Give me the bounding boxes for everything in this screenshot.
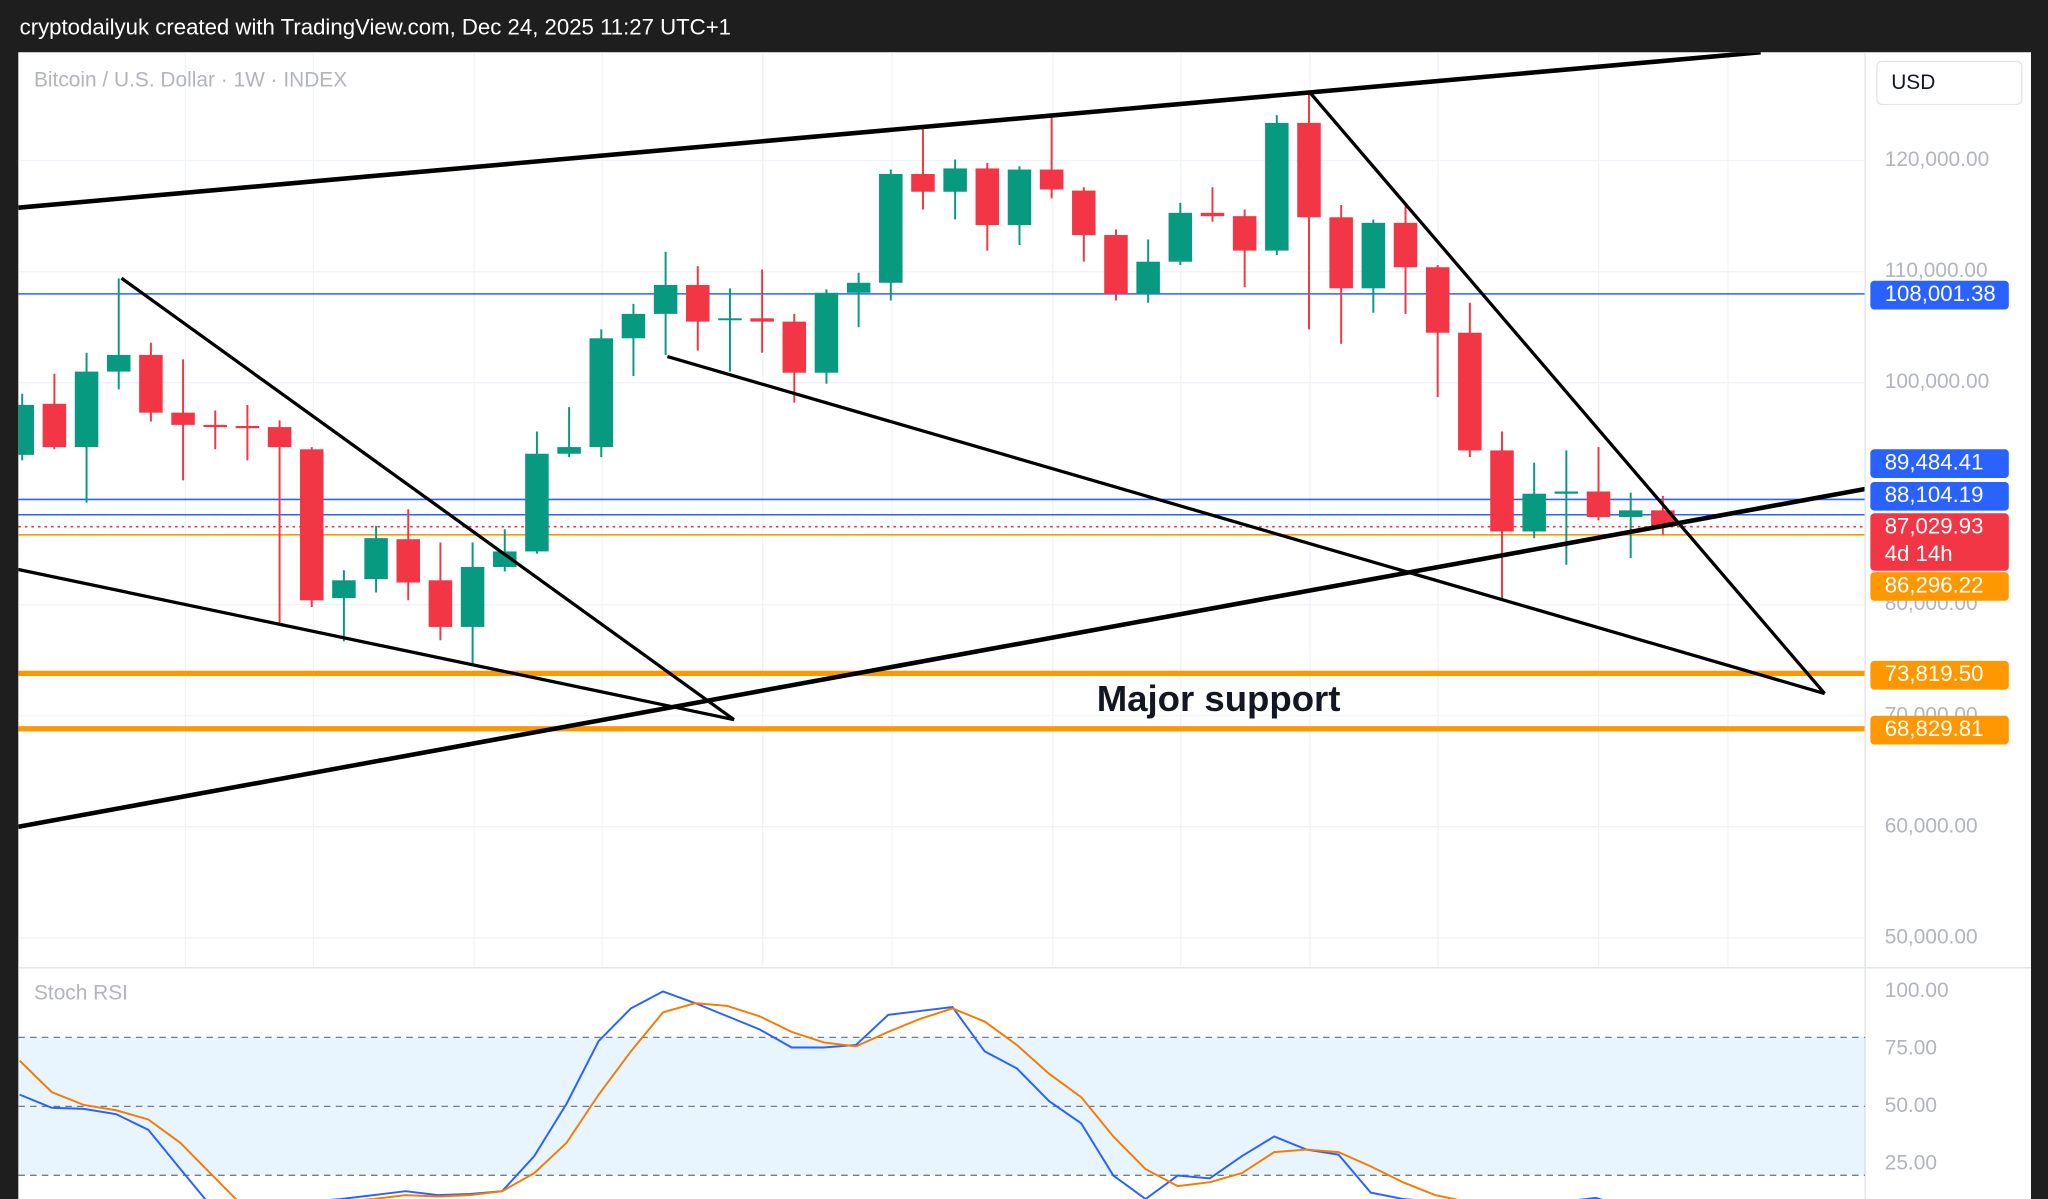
- candle-body: [1265, 122, 1289, 251]
- indicator-title: Stoch RSI: [34, 981, 128, 1004]
- y-tick-label: 110,000.00: [1885, 259, 1988, 282]
- trend-line: [18, 486, 1866, 830]
- y-tick-label: 100,000.00: [1885, 370, 1989, 393]
- candle-body: [1297, 122, 1321, 218]
- indicator-tick-label: 50.00: [1885, 1094, 1937, 1117]
- price-tag: [1870, 572, 2009, 601]
- chart-area: [18, 52, 2032, 1199]
- indicator-line: [19, 990, 1603, 1199]
- indicator-plot: [18, 990, 1866, 1199]
- price-axis: 120,000.00110,000.00100,000.0080,000.007…: [1870, 148, 2009, 1174]
- price-tag: [1870, 660, 2009, 690]
- price-tag: [1870, 481, 2009, 511]
- candle-body: [686, 284, 710, 322]
- candle-body: [525, 453, 549, 552]
- candle-body: [846, 282, 871, 293]
- grid: [18, 52, 1866, 967]
- candle-body: [267, 427, 292, 448]
- candle-body: [750, 318, 774, 322]
- price-tag-label: 87,029.93: [1885, 514, 1984, 539]
- candle-body: [1232, 216, 1257, 251]
- indicator-tick-label: 100.00: [1885, 979, 1949, 1002]
- trend-line: [18, 52, 1761, 210]
- candle-body: [1007, 169, 1032, 226]
- candle-body: [493, 551, 517, 567]
- candle-body: [1329, 217, 1353, 289]
- trend-line: [666, 354, 1826, 696]
- price-lines: [18, 293, 1866, 732]
- symbol-title: Bitcoin / U.S. Dollar · 1W · INDEX: [34, 68, 347, 91]
- candle-body: [428, 580, 453, 627]
- candle-body: [1136, 261, 1160, 294]
- candles: [18, 92, 1675, 664]
- candle-body: [1072, 190, 1096, 236]
- price-tag-label: 73,819.50: [1885, 661, 1984, 686]
- price-tag-label: 68,829.81: [1885, 716, 1984, 741]
- price-tag: [1870, 513, 2009, 571]
- price-tag-label: 108,001.38: [1885, 281, 1996, 306]
- candle-body: [74, 371, 99, 448]
- indicator-line: [18, 1002, 1459, 1199]
- candle-body: [1039, 169, 1064, 190]
- candle-body: [1168, 212, 1193, 262]
- candle-body: [42, 403, 67, 448]
- candle-body: [396, 539, 421, 583]
- trend-line: [120, 276, 736, 721]
- trend-lines: [18, 52, 1866, 830]
- candle-body: [332, 580, 356, 599]
- candle-body: [879, 173, 903, 283]
- candle-body: [1361, 222, 1386, 289]
- indicator-pane: [18, 990, 1866, 1199]
- currency-label[interactable]: USD: [1891, 71, 1935, 94]
- candle-body: [1490, 450, 1514, 532]
- price-tag-label: 88,104.19: [1885, 482, 1984, 507]
- price-tag: [1870, 449, 2009, 479]
- candle-body: [975, 168, 1000, 226]
- candle-body: [621, 313, 646, 339]
- indicator-tick-label: 25.00: [1885, 1151, 1937, 1174]
- candle-body: [18, 404, 34, 455]
- candle-body: [1425, 267, 1450, 333]
- candle-body: [1618, 510, 1643, 518]
- candle-body: [1522, 493, 1546, 532]
- candle-body: [1200, 212, 1225, 217]
- candle-body: [171, 412, 195, 425]
- candle-body: [1586, 491, 1611, 518]
- trend-line: [1308, 91, 1826, 695]
- candle-body: [299, 449, 324, 601]
- annotation: Major support: [1097, 678, 1341, 719]
- candle-body: [1393, 222, 1418, 268]
- y-tick-label: 50,000.00: [1885, 925, 1978, 948]
- y-tick-label: 60,000.00: [1885, 814, 1978, 837]
- price-tag-label: 89,484.41: [1885, 450, 1984, 475]
- candle-body: [943, 168, 967, 192]
- candle-body: [460, 566, 485, 627]
- candle-body: [589, 338, 614, 448]
- candle-body: [718, 318, 742, 321]
- candle-body: [235, 425, 260, 429]
- candle-body: [653, 284, 678, 314]
- countdown-label: 4d 14h: [1885, 541, 1953, 566]
- candle-body: [203, 424, 227, 428]
- candle-body: [911, 173, 935, 192]
- price-tag: [1870, 715, 2009, 745]
- candle-body: [1104, 235, 1128, 294]
- candle-body: [557, 447, 581, 454]
- price-tag: [1870, 280, 2009, 310]
- currency-button[interactable]: [1876, 60, 2023, 106]
- candle-body: [814, 292, 839, 373]
- candle-body: [1554, 491, 1579, 494]
- y-tick-label: 120,000.00: [1885, 148, 1989, 171]
- candle-body: [139, 354, 163, 413]
- candle-body: [1458, 332, 1482, 451]
- candle-body: [782, 321, 807, 373]
- indicator-tick-label: 75.00: [1885, 1036, 1937, 1059]
- candle-body: [106, 354, 131, 372]
- attribution: cryptodailyuk created with TradingView.c…: [20, 15, 731, 40]
- candle-body: [364, 538, 388, 580]
- price-tag-label: 86,296.22: [1885, 572, 1984, 597]
- trend-line: [18, 567, 735, 722]
